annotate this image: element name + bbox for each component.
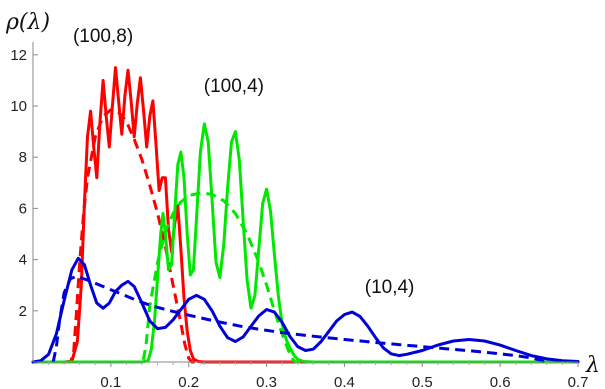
series-line-1: [31, 66, 580, 364]
series-annotation: (10,4): [365, 277, 415, 298]
series-line-6: [51, 274, 546, 364]
x-tick-label: 0.7: [568, 374, 589, 389]
y-tick-label: 10: [10, 98, 27, 115]
series-line-5: [31, 256, 580, 364]
annotation-layer: (100,8) (100,4) (10,4): [73, 26, 414, 298]
x-tick-label: 0.6: [490, 374, 511, 389]
series-annotation: (100,4): [204, 76, 264, 97]
ticks-layer: 0.1 0.2 0.3 0.4 0.5 0.6 0.7 2 4 6 8 10 12: [10, 47, 588, 389]
x-tick-label: 0.3: [256, 374, 277, 389]
axes-layer: [32, 42, 578, 363]
y-tick-label: 8: [19, 149, 27, 166]
series-layer: [31, 66, 580, 364]
labels-layer: ρ(λ) λ: [5, 10, 600, 378]
y-tick-label: 6: [19, 200, 27, 217]
x-tick-label: 0.2: [178, 374, 199, 389]
series-line-3: [31, 122, 580, 364]
y-tick-label: 12: [10, 47, 27, 64]
y-tick-label: 2: [19, 303, 27, 320]
x-axis-label: λ: [585, 353, 600, 378]
y-tick-label: 4: [19, 252, 27, 269]
x-tick-label: 0.5: [412, 374, 433, 389]
y-axis-label: ρ(λ): [5, 10, 50, 35]
series-annotation: (100,8): [73, 26, 133, 47]
series-line-2: [33, 108, 578, 364]
x-tick-label: 0.1: [100, 374, 121, 389]
x-tick-label: 0.4: [334, 374, 355, 389]
